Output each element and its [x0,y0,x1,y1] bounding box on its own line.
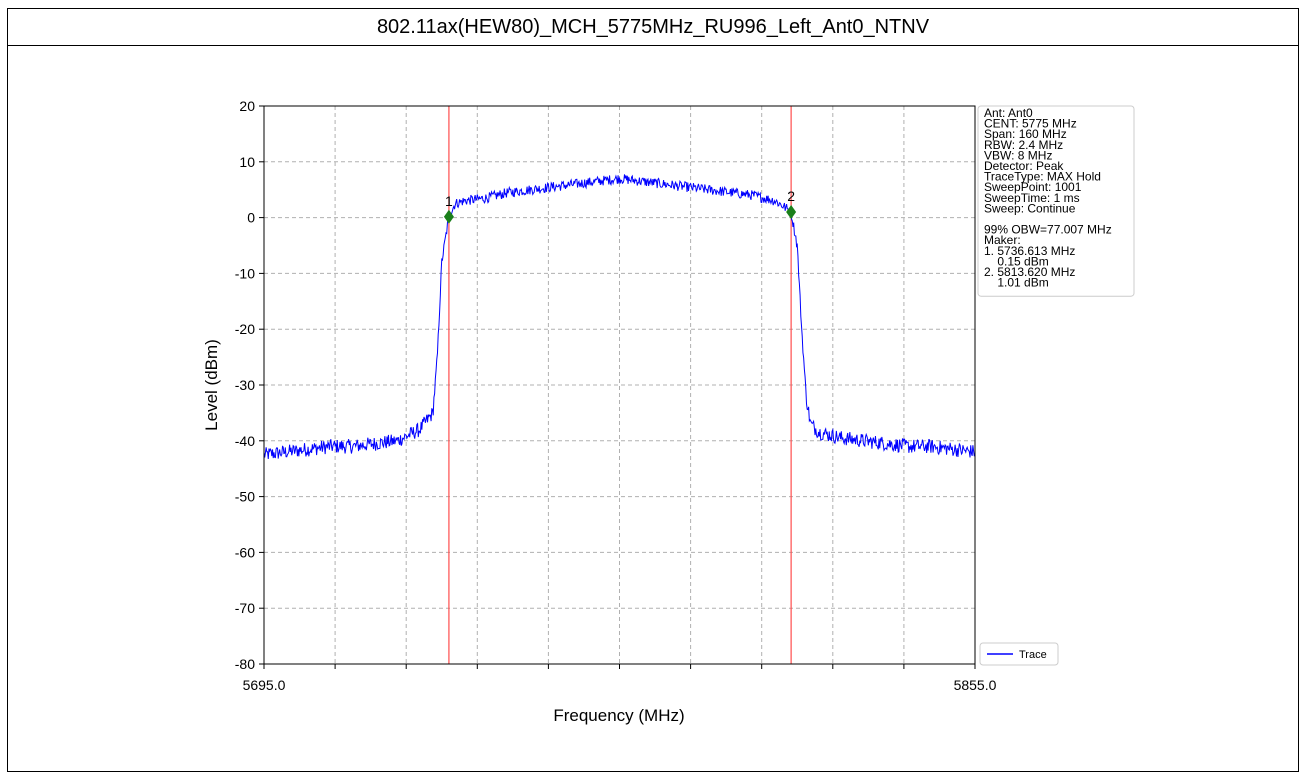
y-tick-label: -40 [235,433,255,449]
x-tick-label: 5695.0 [243,677,286,693]
marker-lines [448,106,792,664]
y-tick-label: -30 [235,377,255,393]
marker-label: 1 [445,193,453,209]
info-line: Sweep: Continue [984,201,1076,215]
legend: Trace [979,642,1059,666]
info-line: SweepTime: 1 ms [984,191,1080,205]
y-tick-label: -20 [235,321,255,337]
x-tick-label: 5855.0 [954,677,997,693]
info-line: VBW: 8 MHz [984,148,1052,162]
info-line: 0.15 dBm [984,254,1049,268]
legend-label: Trace [1019,649,1047,661]
info-line: CENT: 5775 MHz [984,117,1077,131]
info-line: Ant: Ant0 [984,106,1033,120]
marker-diamond [786,204,797,219]
info-line: RBW: 2.4 MHz [984,138,1063,152]
info-line: Span: 160 MHz [984,127,1067,141]
info-line: 1.01 dBm [984,276,1049,290]
y-tick-label: 0 [247,210,255,226]
trace-line [263,174,976,460]
info-line: Detector: Peak [984,159,1064,173]
page-title: 802.11ax(HEW80)_MCH_5775MHz_RU996_Left_A… [8,9,1298,46]
info-line: 99% OBW=77.007 MHz [984,223,1112,237]
y-tick-label: -70 [235,600,255,616]
x-axis-label: Frequency (MHz) [553,706,684,725]
y-tick-label: 10 [239,154,255,170]
y-tick-label: 20 [239,98,255,114]
marker-label: 2 [787,188,795,204]
y-tick-label: -80 [235,656,255,672]
info-line: 1. 5736.613 MHz [984,244,1075,258]
y-tick-label: -50 [235,489,255,505]
grid [264,106,975,664]
y-axis-label: Level (dBm) [202,339,221,431]
info-line: TraceType: MAX Hold [984,170,1101,184]
x-axis: 5695.0 5855.0 [243,664,997,693]
info-line: SweepPoint: 1001 [984,180,1082,194]
info-line: 2. 5813.620 MHz [984,265,1075,279]
info-line: Maker: [984,233,1021,247]
y-tick-label: -60 [235,544,255,560]
marker-diamond [443,209,454,224]
info-box-frame [977,105,1135,297]
legend-frame [979,642,1059,666]
y-axis: 20 10 0 -10 -20 -30 -40 -50 -60 -70 -80 [235,98,264,672]
y-tick-label: -10 [235,265,255,281]
